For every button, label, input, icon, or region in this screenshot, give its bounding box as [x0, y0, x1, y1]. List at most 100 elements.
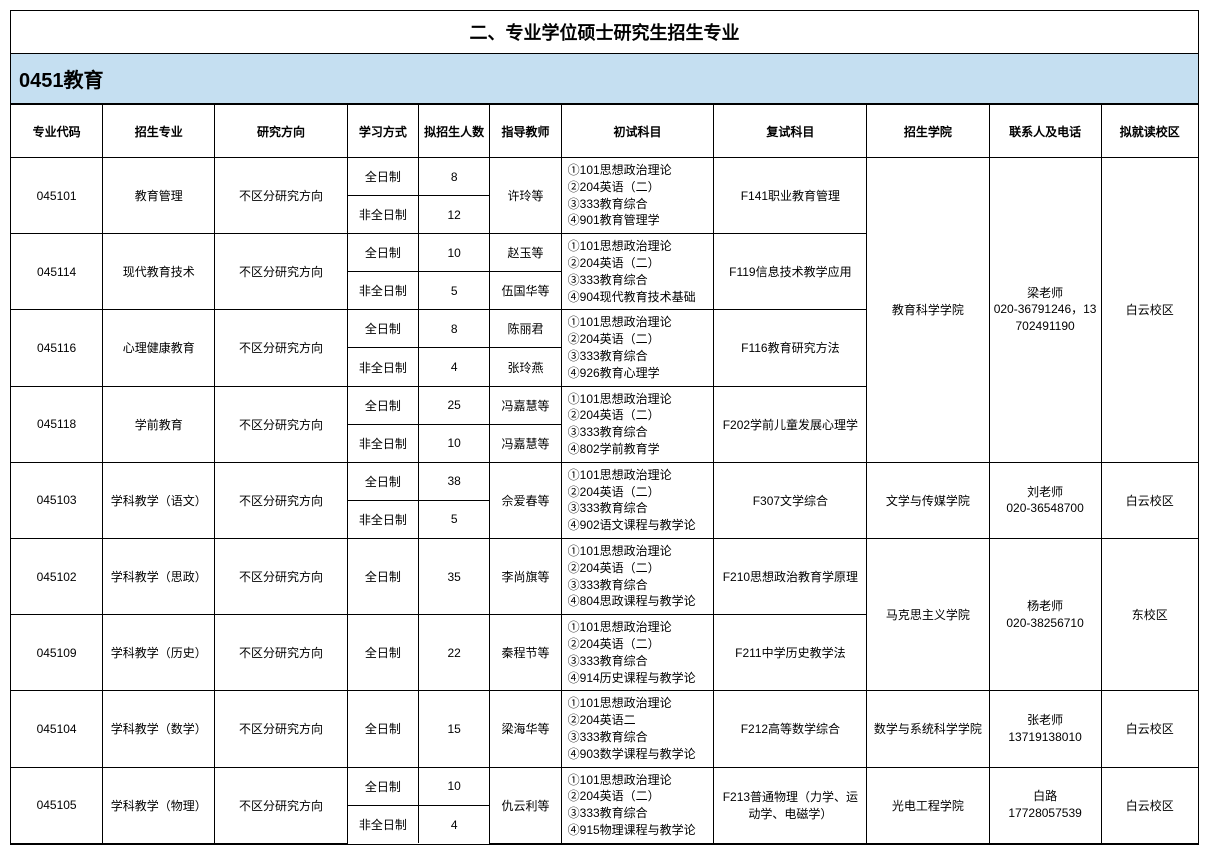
mode-cell: 全日制 — [347, 158, 418, 196]
count-cell: 10 — [419, 767, 490, 805]
mode-cell: 非全日制 — [347, 272, 418, 310]
teacher-cell: 佘爱春等 — [490, 462, 561, 538]
page-title: 二、专业学位硕士研究生招生专业 — [11, 11, 1198, 54]
direction-cell: 不区分研究方向 — [215, 386, 347, 462]
mode-cell: 全日制 — [347, 386, 418, 424]
code-cell: 045116 — [11, 310, 103, 386]
teacher-cell: 陈丽君 — [490, 310, 561, 348]
major-cell: 心理健康教育 — [103, 310, 215, 386]
exam-cell: ①101思想政治理论②204英语（二）③333教育综合④904现代教育技术基础 — [561, 234, 714, 310]
mode-cell: 全日制 — [347, 615, 418, 691]
campus-cell: 东校区 — [1101, 538, 1198, 690]
major-cell: 学科教学（思政） — [103, 538, 215, 614]
direction-cell: 不区分研究方向 — [215, 615, 347, 691]
major-cell: 学科教学（物理） — [103, 767, 215, 843]
teacher-cell: 梁海华等 — [490, 691, 561, 767]
code-cell: 045103 — [11, 462, 103, 538]
count-cell: 15 — [419, 691, 490, 767]
teacher-cell: 许玲等 — [490, 158, 561, 234]
major-cell: 学科教学（历史） — [103, 615, 215, 691]
college-cell: 马克思主义学院 — [867, 538, 989, 690]
direction-cell: 不区分研究方向 — [215, 462, 347, 538]
col-header-1: 招生专业 — [103, 105, 215, 158]
mode-cell: 全日制 — [347, 538, 418, 614]
count-cell: 5 — [419, 272, 490, 310]
code-cell: 045101 — [11, 158, 103, 234]
mode-cell: 非全日制 — [347, 500, 418, 538]
exam-cell: ①101思想政治理论②204英语（二）③333教育综合④901教育管理学 — [561, 158, 714, 234]
count-cell: 38 — [419, 462, 490, 500]
retest-cell: F119信息技术教学应用 — [714, 234, 867, 310]
retest-cell: F212高等数学综合 — [714, 691, 867, 767]
campus-cell: 白云校区 — [1101, 767, 1198, 843]
contact-cell: 白路17728057539 — [989, 767, 1101, 843]
table-row: 045101教育管理不区分研究方向全日制8许玲等①101思想政治理论②204英语… — [11, 158, 1198, 196]
direction-cell: 不区分研究方向 — [215, 538, 347, 614]
col-header-6: 初试科目 — [561, 105, 714, 158]
table-row: 045105学科教学（物理）不区分研究方向全日制10仇云利等①101思想政治理论… — [11, 767, 1198, 805]
mode-cell: 全日制 — [347, 767, 418, 805]
retest-cell: F213普通物理（力学、运 动学、电磁学） — [714, 767, 867, 843]
teacher-cell: 张玲燕 — [490, 348, 561, 386]
direction-cell: 不区分研究方向 — [215, 691, 347, 767]
teacher-cell: 冯嘉慧等 — [490, 386, 561, 424]
campus-cell: 白云校区 — [1101, 158, 1198, 463]
col-header-9: 联系人及电话 — [989, 105, 1101, 158]
teacher-cell: 冯嘉慧等 — [490, 424, 561, 462]
category-header: 0451教育 — [11, 54, 1198, 104]
mode-cell: 非全日制 — [347, 196, 418, 234]
code-cell: 045102 — [11, 538, 103, 614]
exam-cell: ①101思想政治理论②204英语（二）③333教育综合④804思政课程与教学论 — [561, 538, 714, 614]
count-cell: 8 — [419, 310, 490, 348]
count-cell: 12 — [419, 196, 490, 234]
table-row: 045102学科教学（思政）不区分研究方向全日制35李尚旗等①101思想政治理论… — [11, 538, 1198, 614]
exam-cell: ①101思想政治理论②204英语二③333教育综合④903数学课程与教学论 — [561, 691, 714, 767]
count-cell: 10 — [419, 234, 490, 272]
college-cell: 光电工程学院 — [867, 767, 989, 843]
table-row: 045103学科教学（语文）不区分研究方向全日制38佘爱春等①101思想政治理论… — [11, 462, 1198, 500]
count-cell: 8 — [419, 158, 490, 196]
contact-cell: 刘老师020-36548700 — [989, 462, 1101, 538]
contact-cell: 杨老师020-38256710 — [989, 538, 1101, 690]
campus-cell: 白云校区 — [1101, 691, 1198, 767]
teacher-cell: 伍国华等 — [490, 272, 561, 310]
code-cell: 045104 — [11, 691, 103, 767]
count-cell: 22 — [419, 615, 490, 691]
retest-cell: F141职业教育管理 — [714, 158, 867, 234]
code-cell: 045109 — [11, 615, 103, 691]
mode-cell: 非全日制 — [347, 424, 418, 462]
major-cell: 学科教学（语文） — [103, 462, 215, 538]
admissions-table: 专业代码招生专业研究方向学习方式拟招生人数指导教师初试科目复试科目招生学院联系人… — [11, 104, 1198, 844]
contact-cell: 梁老师020-36791246，13702491190 — [989, 158, 1101, 463]
col-header-10: 拟就读校区 — [1101, 105, 1198, 158]
count-cell: 10 — [419, 424, 490, 462]
direction-cell: 不区分研究方向 — [215, 767, 347, 843]
campus-cell: 白云校区 — [1101, 462, 1198, 538]
major-cell: 现代教育技术 — [103, 234, 215, 310]
contact-cell: 张老师13719138010 — [989, 691, 1101, 767]
header-row: 专业代码招生专业研究方向学习方式拟招生人数指导教师初试科目复试科目招生学院联系人… — [11, 105, 1198, 158]
code-cell: 045114 — [11, 234, 103, 310]
count-cell: 35 — [419, 538, 490, 614]
col-header-0: 专业代码 — [11, 105, 103, 158]
code-cell: 045118 — [11, 386, 103, 462]
col-header-4: 拟招生人数 — [419, 105, 490, 158]
major-cell: 学前教育 — [103, 386, 215, 462]
mode-cell: 非全日制 — [347, 348, 418, 386]
teacher-cell: 李尚旗等 — [490, 538, 561, 614]
retest-cell: F116教育研究方法 — [714, 310, 867, 386]
col-header-2: 研究方向 — [215, 105, 347, 158]
count-cell: 4 — [419, 805, 490, 843]
mode-cell: 全日制 — [347, 310, 418, 348]
college-cell: 文学与传媒学院 — [867, 462, 989, 538]
count-cell: 25 — [419, 386, 490, 424]
col-header-3: 学习方式 — [347, 105, 418, 158]
retest-cell: F202学前儿童发展心理学 — [714, 386, 867, 462]
count-cell: 5 — [419, 500, 490, 538]
college-cell: 数学与系统科学学院 — [867, 691, 989, 767]
teacher-cell: 秦程节等 — [490, 615, 561, 691]
mode-cell: 全日制 — [347, 691, 418, 767]
major-cell: 教育管理 — [103, 158, 215, 234]
col-header-8: 招生学院 — [867, 105, 989, 158]
teacher-cell: 仇云利等 — [490, 767, 561, 843]
